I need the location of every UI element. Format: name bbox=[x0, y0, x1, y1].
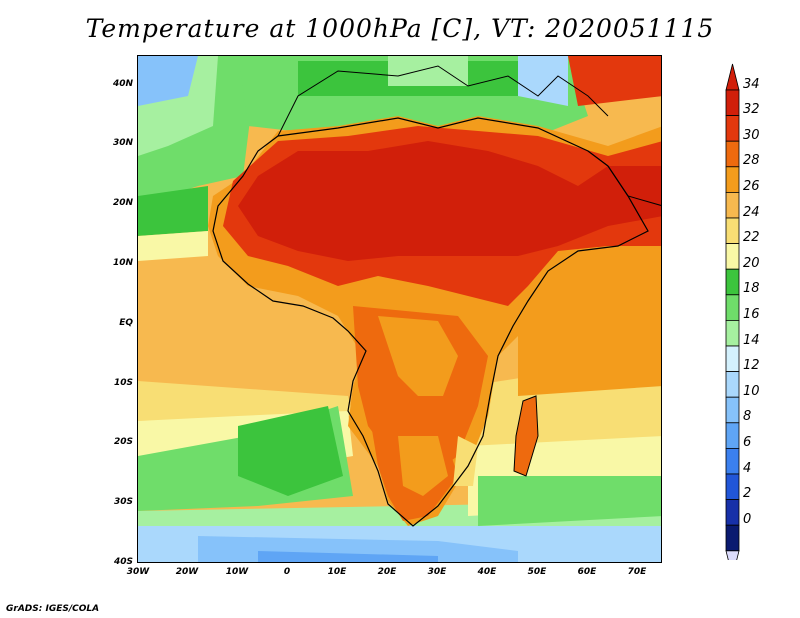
colorbar-swatch bbox=[725, 524, 740, 552]
colorbar-swatch bbox=[725, 447, 740, 475]
lon-label-10e: 10E bbox=[327, 567, 347, 577]
colorbar-label-34: 34 bbox=[743, 77, 760, 92]
colorbar-label-8: 8 bbox=[743, 409, 752, 424]
lat-label-10n: 10N bbox=[112, 258, 133, 268]
colorbar-swatch bbox=[725, 115, 740, 142]
lat-label-30n: 30N bbox=[112, 138, 133, 148]
lon-label-70e: 70E bbox=[627, 567, 647, 577]
colorbar-swatch bbox=[725, 191, 740, 219]
lon-label-40e: 40E bbox=[477, 567, 497, 577]
colorbar-swatch bbox=[725, 499, 740, 526]
grads-credit: GrADS: IGES/COLA bbox=[6, 604, 100, 614]
lon-label-30w: 30W bbox=[126, 567, 150, 577]
colorbar-swatch bbox=[725, 140, 740, 168]
kalahari bbox=[398, 436, 448, 496]
lat-label-40n: 40N bbox=[112, 79, 133, 89]
lon-label-0: 0 bbox=[283, 567, 291, 577]
colorbar-swatch bbox=[725, 268, 740, 296]
map-panel bbox=[137, 55, 662, 563]
colorbar-label-26: 26 bbox=[743, 179, 760, 194]
colorbar-label-14: 14 bbox=[743, 333, 760, 348]
atlantic-green-band bbox=[138, 186, 208, 236]
lon-label-60e: 60E bbox=[577, 567, 597, 577]
north-atlantic-cold bbox=[138, 56, 198, 106]
lat-label-40s: 40S bbox=[113, 557, 133, 567]
lon-label-20e: 20E bbox=[377, 567, 397, 577]
colorbar-swatch bbox=[725, 422, 740, 449]
colorbar-label-12: 12 bbox=[743, 358, 760, 373]
africa-coastline bbox=[212, 117, 649, 527]
colorbar-label-4: 4 bbox=[743, 461, 752, 476]
colorbar-swatch bbox=[725, 217, 740, 245]
colorbar-swatch bbox=[725, 294, 740, 321]
lat-label-30s: 30S bbox=[113, 497, 133, 507]
south-atlantic-dark-green bbox=[238, 406, 343, 496]
congo-basin bbox=[378, 316, 458, 396]
colorbar-label-28: 28 bbox=[743, 153, 760, 168]
lon-label-50e: 50E bbox=[527, 567, 547, 577]
colorbar-bottom-arrow bbox=[725, 550, 740, 577]
south-indian-green bbox=[478, 476, 661, 526]
lon-label-30e: 30E bbox=[427, 567, 447, 577]
caspian-cool bbox=[518, 56, 568, 106]
colorbar-label-16: 16 bbox=[743, 307, 760, 322]
colorbar-label-24: 24 bbox=[743, 205, 760, 220]
sahara-core bbox=[238, 141, 661, 261]
colorbar-swatch bbox=[725, 473, 740, 501]
colorbar bbox=[722, 60, 782, 577]
madagascar-coastline bbox=[513, 395, 539, 477]
southern-ocean-band-4 bbox=[258, 551, 438, 562]
indian-ocean-warm bbox=[518, 226, 661, 396]
lat-label-eq: EQ bbox=[119, 318, 133, 328]
colorbar-swatch bbox=[725, 166, 740, 193]
colorbar-swatch bbox=[725, 319, 740, 347]
south-atlantic-band-1 bbox=[138, 381, 353, 421]
colorbar-label-20: 20 bbox=[743, 256, 760, 271]
colorbar-swatch bbox=[725, 396, 740, 424]
colorbar-label-18: 18 bbox=[743, 281, 760, 296]
colorbar-swatch bbox=[725, 243, 740, 270]
colorbar-swatches bbox=[725, 63, 740, 577]
colorbar-label-6: 6 bbox=[743, 435, 752, 450]
colorbar-swatch bbox=[725, 89, 740, 117]
arabia-coastline bbox=[587, 150, 661, 206]
mozambique-coast bbox=[453, 436, 478, 486]
lon-label-20w: 20W bbox=[175, 567, 199, 577]
colorbar-swatch bbox=[725, 371, 740, 398]
colorbar-label-32: 32 bbox=[743, 102, 760, 117]
colorbar-label-0: 0 bbox=[743, 512, 752, 527]
lat-label-20s: 20S bbox=[113, 437, 133, 447]
colorbar-label-10: 10 bbox=[743, 384, 760, 399]
lat-label-20n: 20N bbox=[112, 198, 133, 208]
chart-title: Temperature at 1000hPa [C], VT: 20200511… bbox=[85, 14, 715, 43]
lat-label-10s: 10S bbox=[113, 378, 133, 388]
central-asia-hot bbox=[568, 56, 661, 106]
temperature-field bbox=[138, 56, 661, 562]
colorbar-label-2: 2 bbox=[743, 486, 752, 501]
colorbar-label-22: 22 bbox=[743, 230, 760, 245]
europe-coastline bbox=[277, 65, 609, 137]
atlantic-yellow-band bbox=[138, 231, 208, 261]
lon-label-10w: 10W bbox=[225, 567, 249, 577]
colorbar-label-30: 30 bbox=[743, 128, 760, 143]
central-europe bbox=[388, 56, 468, 86]
colorbar-top-arrow bbox=[725, 63, 740, 91]
colorbar-swatch bbox=[725, 345, 740, 373]
